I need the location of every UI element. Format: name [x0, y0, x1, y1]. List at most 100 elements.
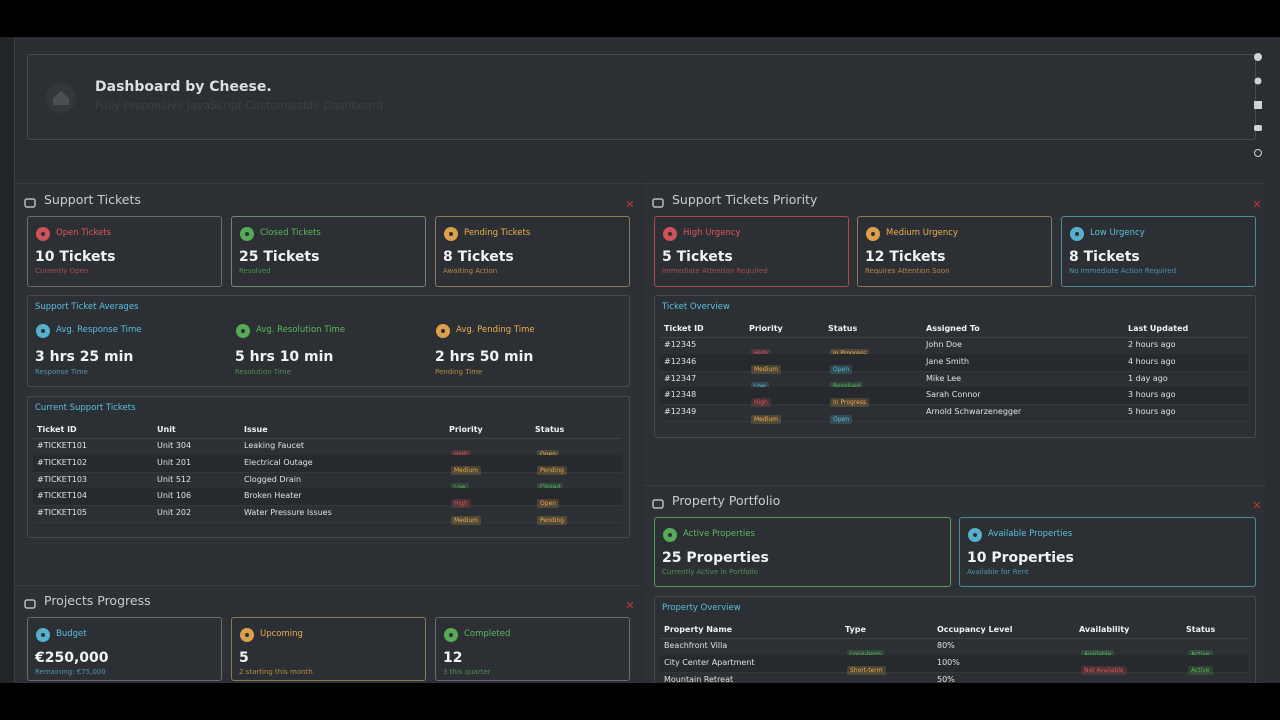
close-icon — [626, 601, 634, 609]
close-button[interactable] — [1253, 493, 1261, 509]
icon-dot — [668, 232, 672, 236]
table-cell: Unit 512 — [157, 474, 192, 484]
badge-cell: Active — [1188, 674, 1213, 683]
section-icon-glyph — [652, 499, 664, 509]
table-cell: Sarah Connor — [926, 390, 981, 400]
stat-value: 8 Tickets — [1069, 248, 1140, 265]
section-icon-glyph — [24, 198, 36, 208]
column-header: Availability — [1079, 624, 1130, 634]
icon — [240, 227, 254, 241]
badge-cell: Pending — [537, 457, 567, 476]
badge: High — [751, 398, 771, 408]
table-cell: Broken Heater — [244, 491, 302, 501]
column-header: Ticket ID — [664, 323, 704, 333]
icon — [663, 528, 677, 542]
stat-value: 8 Tickets — [443, 248, 514, 265]
icon — [36, 227, 50, 241]
badge: In Progress — [830, 348, 870, 358]
icon — [968, 528, 982, 542]
badge: Pending — [537, 516, 567, 525]
average-note: Resolution Time — [235, 368, 291, 377]
badge: Medium — [751, 415, 781, 424]
stat-note: Currently Active in Portfolio — [662, 568, 758, 577]
stat-label: Open Tickets — [56, 228, 111, 239]
close-button[interactable] — [626, 192, 634, 208]
table-cell: 5 hours ago — [1128, 406, 1176, 416]
column-header: Ticket ID — [37, 424, 77, 434]
average-value: 2 hrs 50 min — [435, 348, 534, 365]
icon-dot — [449, 633, 453, 637]
section-title: Support Tickets Priority — [672, 191, 818, 207]
column-header: Priority — [449, 424, 483, 434]
stat-label: Available Properties — [988, 529, 1073, 540]
stat-note: Requires Attention Soon — [865, 267, 950, 276]
badge-cell: Active — [1188, 641, 1213, 660]
column-header: Assigned To — [926, 323, 980, 333]
table-cell: Arnold Schwarzenegger — [926, 406, 1022, 416]
stat-value: 12 Tickets — [865, 248, 946, 265]
table-cell: 100% — [937, 658, 960, 667]
stat-value: 10 Properties — [967, 549, 1074, 566]
badge: Active — [1188, 649, 1213, 659]
average-value: 5 hrs 10 min — [235, 348, 334, 365]
table-cell: 2 hours ago — [1128, 340, 1176, 350]
icon — [444, 227, 458, 241]
close-icon — [1253, 200, 1261, 208]
section-icon-glyph — [652, 198, 664, 208]
stat-card — [27, 617, 222, 681]
table-cell: #TICKET103 — [37, 474, 87, 484]
badge-cell: High — [451, 441, 471, 460]
average-label: Avg. Response Time — [56, 325, 142, 336]
badge: Available — [1081, 649, 1115, 659]
table-cell: #12349 — [664, 406, 697, 416]
stat-value: 10 Tickets — [35, 248, 116, 265]
section-icon — [24, 595, 36, 609]
table-cell: Unit 304 — [157, 441, 192, 451]
close-button[interactable] — [626, 593, 634, 609]
table-cell: #12348 — [664, 390, 697, 400]
stat-note: Immediate Attention Required — [662, 267, 768, 276]
badge-cell: Open — [830, 356, 853, 375]
averages-title: Support Ticket Averages — [35, 302, 139, 313]
badge-cell: High — [451, 490, 471, 509]
badge: Short-term — [847, 666, 886, 676]
table-cell: City Center Apartment — [664, 658, 755, 667]
column-header: Type — [845, 624, 866, 634]
section-title: Property Portfolio — [672, 492, 781, 508]
badge-cell: Short-term — [847, 657, 886, 676]
table-row — [33, 472, 622, 490]
table-cell: Unit 106 — [157, 491, 192, 501]
badge-cell: Medium — [451, 507, 481, 526]
column-header: Unit — [157, 424, 176, 434]
badge-cell: Open — [830, 406, 853, 425]
section-title: Support Tickets — [44, 191, 141, 207]
column-header: Occupancy Level — [937, 624, 1013, 634]
table-cell: 3 hours ago — [1128, 390, 1176, 400]
icon-dot — [973, 533, 977, 537]
table-cell: Beachfront Villa — [664, 641, 728, 651]
badge-cell: In Progress — [830, 340, 870, 359]
stat-label: Budget — [56, 629, 87, 640]
badge: Open — [537, 449, 560, 459]
average-note: Response Time — [35, 368, 88, 377]
table-cell: Mountain Retreat — [664, 674, 734, 683]
averages-card — [27, 295, 630, 387]
close-button[interactable] — [1253, 192, 1261, 208]
badge: Medium — [751, 365, 781, 375]
badge-cell: Medium — [751, 356, 781, 375]
badge-cell: In Progress — [830, 389, 870, 408]
table-cell: 4 hours ago — [1128, 357, 1176, 366]
stat-card — [1061, 216, 1256, 287]
close-icon — [1253, 501, 1261, 509]
stat-label: Upcoming — [260, 629, 303, 640]
badge-cell: Open — [537, 441, 560, 460]
badge: Low — [451, 482, 469, 492]
stat-value: 25 Tickets — [239, 248, 320, 265]
icon — [866, 227, 880, 241]
stat-note: 3 this quarter — [443, 668, 491, 677]
badge: Long-term — [847, 649, 884, 659]
stat-label: Active Properties — [683, 529, 755, 540]
icon-dot — [441, 329, 445, 333]
table-title: Property Overview — [662, 603, 741, 614]
badge-cell: Resolved — [830, 373, 864, 392]
